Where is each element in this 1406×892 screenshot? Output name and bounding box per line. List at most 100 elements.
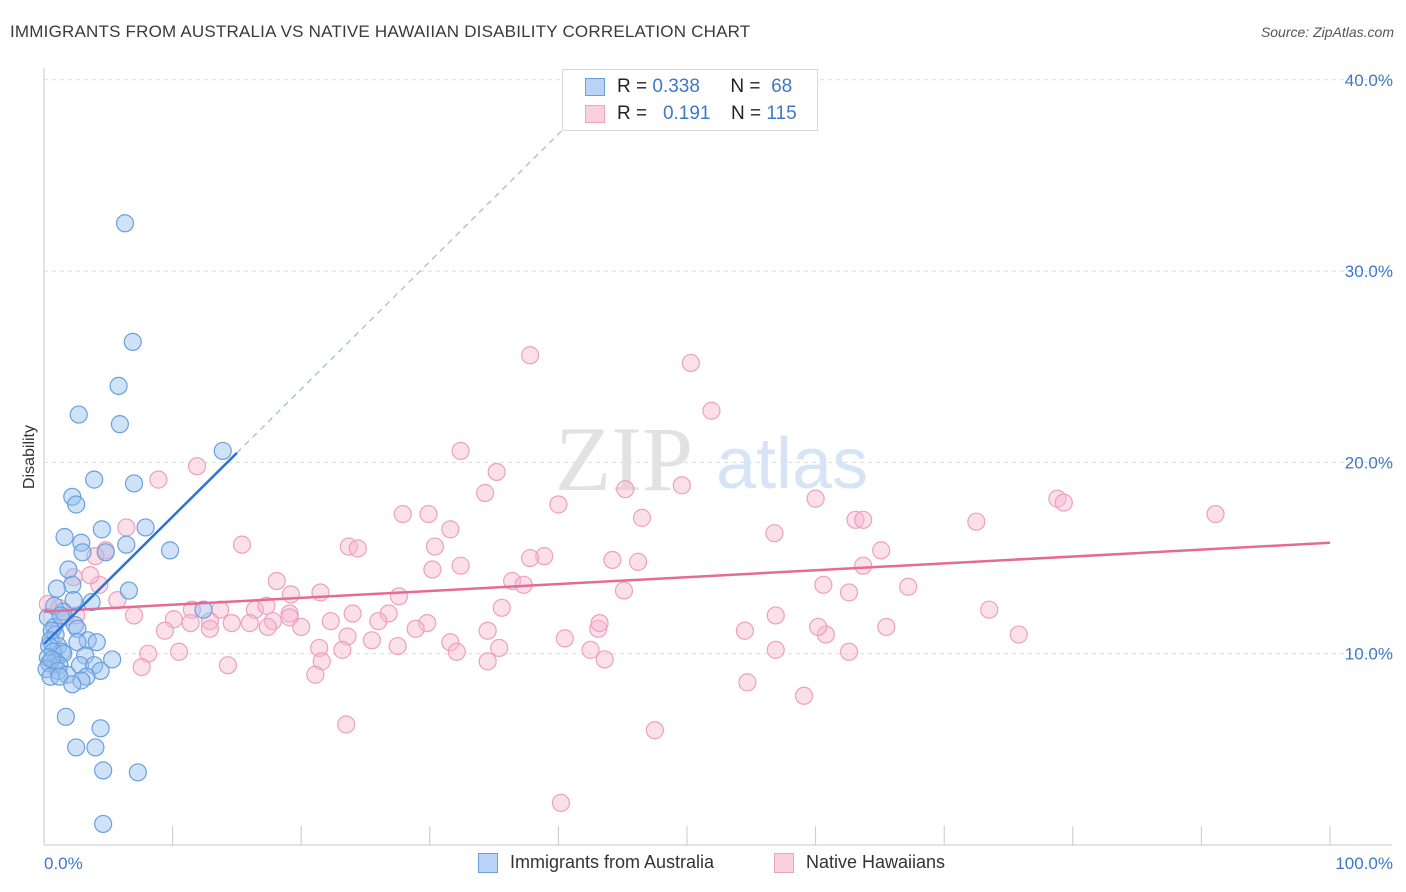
hawaiian-point (899, 577, 918, 596)
hawaiian-point (418, 613, 437, 633)
pink-swatch-icon (774, 852, 794, 873)
legend-item-hawaiians[interactable]: Native Hawaiians (774, 852, 945, 873)
legend-item-australia[interactable]: Immigrants from Australia (478, 852, 714, 873)
hawaiian-point (766, 606, 785, 625)
australia-point (63, 675, 82, 694)
hawaiian-point (492, 598, 511, 617)
australia-point (213, 441, 232, 461)
australia-point (194, 600, 213, 619)
r-label: R = (617, 103, 648, 124)
hawaiian-point (980, 600, 999, 619)
trend-lines (43, 108, 1331, 646)
hawaiian-point (281, 585, 301, 604)
hawaiian-point (521, 346, 540, 365)
hawaiian-point (854, 510, 873, 529)
australia-point (68, 619, 87, 638)
hawaiian-point (81, 566, 100, 585)
australia-point (109, 376, 128, 395)
hawaiian-point (672, 476, 691, 495)
hawaiian-point (877, 617, 896, 637)
hawaiian-point (338, 627, 357, 646)
hawaiian-point (629, 552, 648, 571)
hawaiian-point (155, 621, 174, 640)
hawaiian-point (839, 642, 859, 661)
hawaiian-point (451, 556, 470, 575)
hawaiian-point (200, 619, 219, 638)
hawaiian-point (735, 621, 754, 640)
hawaiian-point (595, 650, 614, 669)
n-value: 68 (771, 76, 793, 97)
hawaiian-point (766, 640, 785, 659)
australia-point (56, 707, 75, 726)
australia-point (68, 633, 87, 652)
australia-point (115, 214, 135, 233)
australia-point (85, 470, 104, 489)
hawaiian-point (257, 596, 276, 615)
hawaiian-point (362, 631, 382, 650)
hawaiian-point (441, 520, 460, 539)
hawaiian-point (616, 480, 635, 499)
hawaiian-point (632, 508, 652, 527)
hawaiian-point (388, 636, 407, 656)
australia-point (59, 560, 78, 579)
australia-trend-line (43, 451, 238, 646)
hawaiian-point (447, 642, 466, 661)
hawaiian-point (872, 541, 891, 560)
hawaiian-point (389, 587, 409, 606)
n-label: N = (730, 76, 761, 97)
hawaiian-point (702, 401, 721, 420)
correlation-legend: R = 0.338 N = 68 R = 0.191 N = 115 (562, 69, 818, 131)
hawaiian-point (478, 621, 497, 640)
hawaiian-point (846, 510, 865, 529)
hawaiian-point (589, 619, 608, 638)
hawaiian-point (809, 617, 828, 637)
australia-point (124, 474, 144, 493)
blue-swatch-icon (478, 852, 498, 873)
hawaiian-point (240, 613, 259, 633)
chart-title: IMMIGRANTS FROM AUSTRALIA VS NATIVE HAWA… (10, 22, 751, 41)
r-label: R = (617, 76, 648, 97)
y-tick-label: 10.0% (1345, 645, 1393, 664)
hawaiian-point (441, 633, 460, 652)
hawaiian-point (280, 604, 299, 623)
australia-point (110, 415, 129, 434)
legend-label: Immigrants from Australia (510, 852, 715, 872)
australia-point (73, 543, 92, 562)
hawaiian-point (839, 583, 859, 602)
australia-point (103, 650, 122, 669)
grid (44, 79, 1392, 655)
hawaiian-point (406, 619, 425, 638)
hawaiian-point (738, 673, 757, 692)
hawaiian-point (200, 612, 219, 631)
hawaiian-point (379, 604, 398, 623)
australia-point (67, 738, 86, 757)
hawaiian-point (267, 571, 286, 591)
hawaiian-point (487, 462, 506, 482)
hawaiian-point (419, 504, 438, 524)
australia-point (92, 520, 111, 539)
y-tick-label: 20.0% (1345, 453, 1393, 472)
hawaiian-point (337, 715, 356, 734)
n-label: N = (730, 103, 762, 124)
hawaiian-point (343, 604, 362, 623)
hawaiian-point (814, 575, 833, 594)
australia-point (67, 495, 86, 514)
australia-point (55, 527, 74, 547)
hawaiian-point (149, 470, 168, 489)
hawaiian-point (590, 613, 609, 633)
axis-labels: 10.0% 20.0% 30.0% 40.0% 0.0% 100.0% Disability (21, 71, 1393, 873)
australia-point (96, 543, 115, 562)
x-tick-label: 0.0% (44, 854, 83, 873)
hawaiian-point (603, 550, 622, 570)
hawaiian-point (1009, 625, 1028, 644)
australia-point (87, 633, 106, 652)
hawaiian-point (218, 656, 237, 675)
hawaiian-point (645, 721, 664, 740)
australia-trend-extension (236, 108, 585, 454)
x-tick-label: 100.0% (1335, 854, 1393, 873)
australia-point (47, 579, 66, 598)
hawaiian-point (816, 625, 835, 644)
hawaiian-point (614, 581, 634, 600)
watermark-atlas: atlas (716, 424, 868, 504)
y-axis-title: Disability (21, 425, 38, 489)
